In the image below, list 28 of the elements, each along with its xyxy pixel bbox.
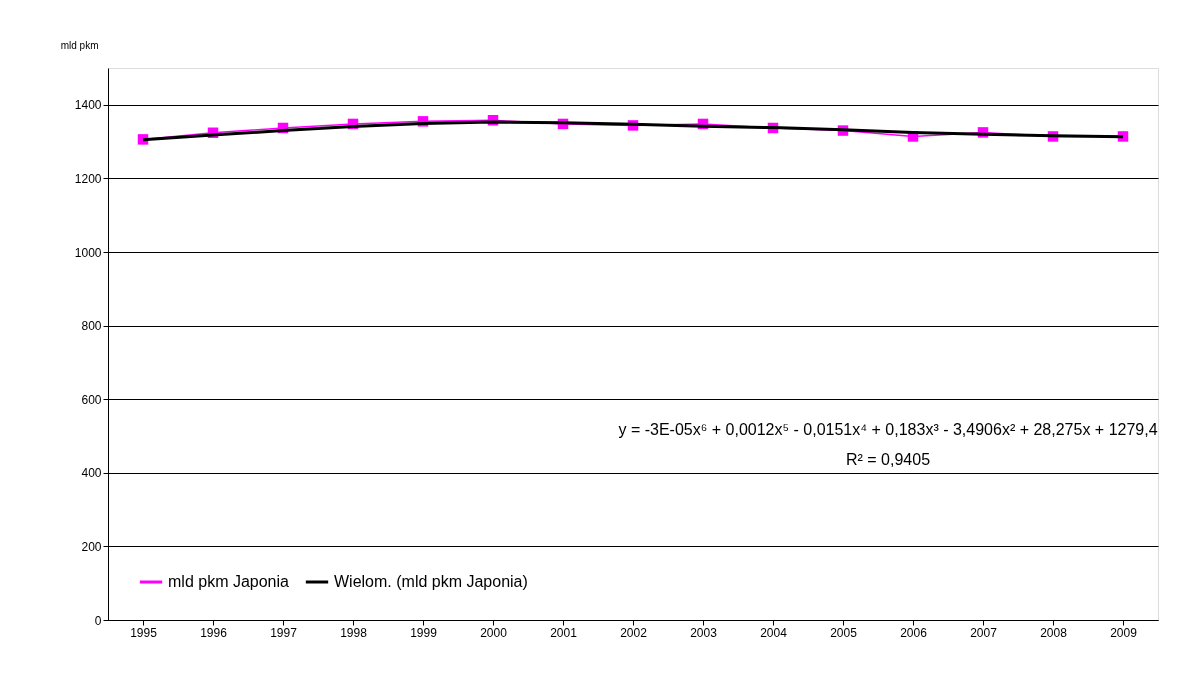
x-tick-label: 2008 — [1040, 625, 1068, 640]
y-tick-label: 800 — [81, 319, 102, 334]
y-tick-label: 200 — [81, 539, 102, 554]
x-tick-label: 1998 — [340, 625, 368, 640]
y-tick-label: 1400 — [74, 98, 102, 113]
x-tick-label: 2003 — [690, 625, 718, 640]
x-tick-label: 1996 — [200, 625, 228, 640]
y-tick-label: 0 — [94, 613, 102, 628]
y-tick-label: 400 — [81, 466, 102, 481]
x-tick-label: 2001 — [550, 625, 578, 640]
y-axis-title: mld pkm — [60, 39, 99, 51]
annotation: R² = 0,9405 — [845, 451, 931, 468]
x-tick-label: 2006 — [900, 625, 928, 640]
x-tick-label: 1995 — [130, 625, 158, 640]
y-tick-label: 1000 — [74, 245, 102, 260]
legend-label: Wielom. (mld pkm Japonia) — [334, 573, 528, 590]
legend-label: mld pkm Japonia — [168, 573, 290, 590]
x-tick-label: 2005 — [830, 625, 858, 640]
annotation: y = -3E-05x⁶ + 0,0012x⁵ - 0,0151x⁴ + 0,183x³ - 3,4906x² + 28,275x + 1279,4 — [618, 421, 1158, 438]
x-tick-label: 2004 — [760, 625, 788, 640]
x-tick-label: 1999 — [410, 625, 438, 640]
x-tick-label: 2007 — [970, 625, 998, 640]
y-tick-label: 1200 — [74, 171, 102, 186]
y-tick-label: 600 — [81, 392, 102, 407]
x-tick-label: 2000 — [480, 625, 508, 640]
x-tick-label: 2009 — [1110, 625, 1138, 640]
x-tick-label: 1997 — [270, 625, 298, 640]
x-tick-label: 2002 — [620, 625, 648, 640]
